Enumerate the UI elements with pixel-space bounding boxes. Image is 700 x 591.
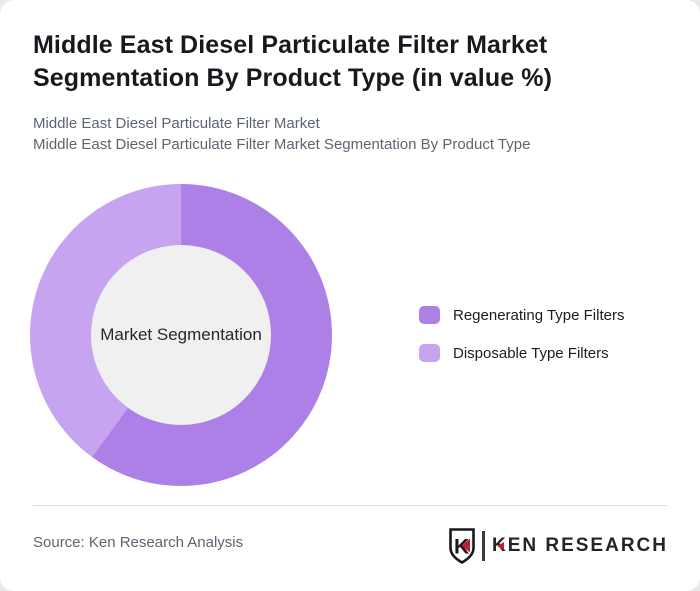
page-title-line1: Middle East Diesel Particulate Filter Ma… — [33, 31, 548, 59]
legend-label: Regenerating Type Filters — [453, 306, 625, 324]
ken-research-logo: K KEN RESEARCH — [449, 528, 668, 564]
donut-center-label: Market Segmentation — [91, 245, 271, 425]
red-arrow-icon — [497, 542, 505, 550]
legend-item: Regenerating Type Filters — [419, 306, 624, 324]
subtitle-line1: Middle East Diesel Particulate Filter Ma… — [33, 115, 320, 132]
legend: Regenerating Type Filters Disposable Type… — [419, 306, 624, 382]
logo-separator — [482, 531, 485, 561]
brand-wordmark: KEN RESEARCH — [492, 535, 668, 557]
legend-item: Disposable Type Filters — [419, 344, 624, 362]
donut-chart: Market Segmentation — [30, 184, 332, 486]
subtitle-line2: Middle East Diesel Particulate Filter Ma… — [33, 136, 531, 153]
footer-divider — [33, 505, 667, 506]
badge-letter: K — [454, 536, 469, 559]
badge-red-arrow-icon — [461, 538, 471, 553]
source-text: Source: Ken Research Analysis — [33, 534, 244, 551]
ken-research-shield-icon: K — [449, 528, 476, 564]
subtitle-block: Middle East Diesel Particulate Filter Ma… — [33, 113, 530, 155]
legend-swatch-icon — [419, 306, 440, 324]
brand-text: KEN RESEARCH — [491, 535, 668, 556]
page-title: Middle East Diesel Particulate Filter Ma… — [33, 29, 552, 95]
page-title-line2: Segmentation By Product Type (in value %… — [33, 64, 552, 92]
legend-label: Disposable Type Filters — [453, 344, 609, 362]
legend-swatch-icon — [419, 344, 440, 362]
